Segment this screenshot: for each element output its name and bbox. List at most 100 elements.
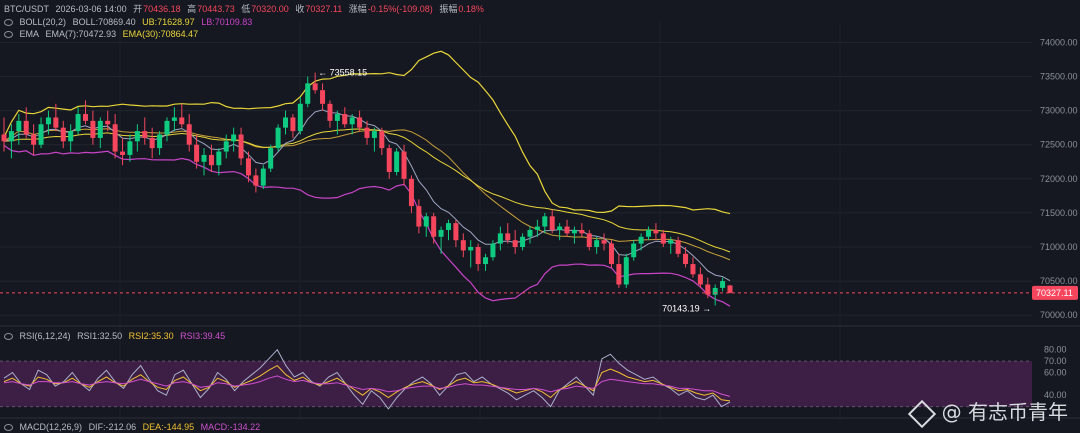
candle-body (660, 233, 666, 244)
open-label: 开 (133, 4, 143, 14)
eye-icon[interactable] (4, 424, 13, 432)
macd-legend[interactable]: MACD(12,26,9) DIF:-212.06 DEA:-144.95 MA… (4, 421, 264, 433)
watermark-text: @ 有志币青年 (941, 400, 1068, 424)
candle-body (549, 216, 555, 230)
candle-body (379, 131, 385, 149)
high-label: 高 (187, 4, 197, 14)
candle-body (445, 223, 451, 230)
close-label: 收 (295, 4, 305, 14)
macd-name: MACD(12,26,9) (19, 422, 83, 432)
candle-body (164, 120, 170, 135)
candle-body (90, 120, 96, 138)
diamond-logo-icon (907, 399, 936, 428)
eye-icon[interactable] (4, 31, 13, 39)
candle-body (371, 131, 377, 138)
candle-body (631, 243, 637, 258)
candle-body (142, 131, 148, 138)
candle-body (646, 229, 652, 237)
ema-legend[interactable]: EMA EMA(7):70472.93 EMA(30):70864.47 (4, 28, 202, 40)
candle-body (297, 103, 303, 132)
candle-body (342, 114, 348, 125)
low-value: 70320.00 (251, 4, 289, 14)
candle-body (216, 151, 222, 166)
candle-body (31, 134, 37, 145)
candle-body (186, 124, 192, 145)
candle-body (275, 127, 281, 149)
candle-body (497, 233, 503, 244)
candle-body (668, 240, 674, 244)
candle-body (149, 137, 155, 149)
candle-body (527, 229, 533, 237)
grid-lines (0, 22, 1080, 420)
price-tick-label: 73000.00 (1040, 106, 1078, 116)
boll-lb: LB:70109.83 (201, 17, 253, 27)
candle-body (127, 141, 133, 155)
candle-body (82, 114, 88, 121)
candle-body (468, 247, 474, 251)
candlestick-panel (1, 50, 733, 307)
ohlc-header: BTC/USDT 2026-03-06 14:00 开70436.18 高704… (4, 3, 488, 15)
rsi-series-line (3, 348, 731, 410)
rsi3-value: RSI3:39.45 (180, 331, 226, 341)
candle-body (68, 131, 74, 142)
candle-body (394, 151, 400, 172)
candle-body (431, 216, 437, 237)
candle-body (616, 264, 622, 285)
candle-body (75, 114, 81, 132)
boll-upper-line (3, 50, 731, 215)
candle-body (453, 223, 459, 241)
candle-body (638, 236, 644, 244)
rsi-tick-label: 60.00 (1044, 367, 1067, 377)
annotations: 70327.11 ← 73558.15 70143.19 → (0, 68, 1078, 313)
candle-body (512, 240, 518, 247)
candle-body (305, 83, 311, 104)
rsi-legend[interactable]: RSI(6,12,24) RSI1:32.50 RSI2:35.30 RSI3:… (4, 330, 229, 342)
boll-lower-line (3, 144, 731, 307)
candle-body (608, 243, 614, 265)
price-tick-label: 70500.00 (1040, 276, 1078, 286)
rsi-tick-label: 40.00 (1044, 390, 1067, 400)
last-price-tag (1032, 285, 1078, 300)
low-label: 低 (241, 4, 251, 14)
eye-icon[interactable] (4, 333, 13, 341)
candle-body (45, 117, 51, 125)
candle-body (408, 178, 414, 207)
candle-body (290, 117, 296, 132)
candle-body (245, 158, 251, 176)
candle-body (401, 151, 407, 179)
candle-body (586, 233, 592, 247)
candle-body (97, 120, 103, 138)
candle-body (253, 175, 259, 186)
candle-body (490, 243, 496, 258)
boll-legend[interactable]: BOLL(20,2) BOLL:70869.40 UB:71628.97 LB:… (4, 16, 256, 28)
ema7-value: EMA(7):70472.93 (45, 29, 117, 39)
candle-body (571, 229, 577, 234)
close-value: 70327.11 (305, 4, 343, 14)
price-tick-label: 74000.00 (1040, 37, 1078, 47)
dea-value: DEA:-144.95 (142, 422, 195, 432)
candle-body (712, 287, 718, 295)
candle-body (179, 117, 185, 125)
price-tick-label: 71500.00 (1040, 208, 1078, 218)
high-value: 70443.73 (197, 4, 235, 14)
candle-body (334, 114, 340, 121)
candle-body (423, 216, 429, 227)
candle-body (483, 257, 489, 265)
candle-body (364, 127, 370, 138)
price-tick-label: 72000.00 (1040, 174, 1078, 184)
boll-ub: UB:71628.97 (142, 17, 195, 27)
candle-body (475, 247, 481, 265)
candle-body (283, 117, 289, 128)
rsi1-value: RSI1:32.50 (77, 331, 123, 341)
change-label: 涨幅 (348, 4, 367, 14)
candle-body (60, 127, 66, 142)
price-tick-label: 72500.00 (1040, 140, 1078, 150)
candle-body (460, 240, 466, 251)
ema30-value: EMA(30):70864.47 (122, 29, 199, 39)
rsi-series-line (3, 375, 731, 397)
eye-icon[interactable] (4, 19, 13, 27)
dif-value: DIF:-212.06 (88, 422, 137, 432)
high-marker-label: ← 73558.15 (318, 68, 367, 78)
